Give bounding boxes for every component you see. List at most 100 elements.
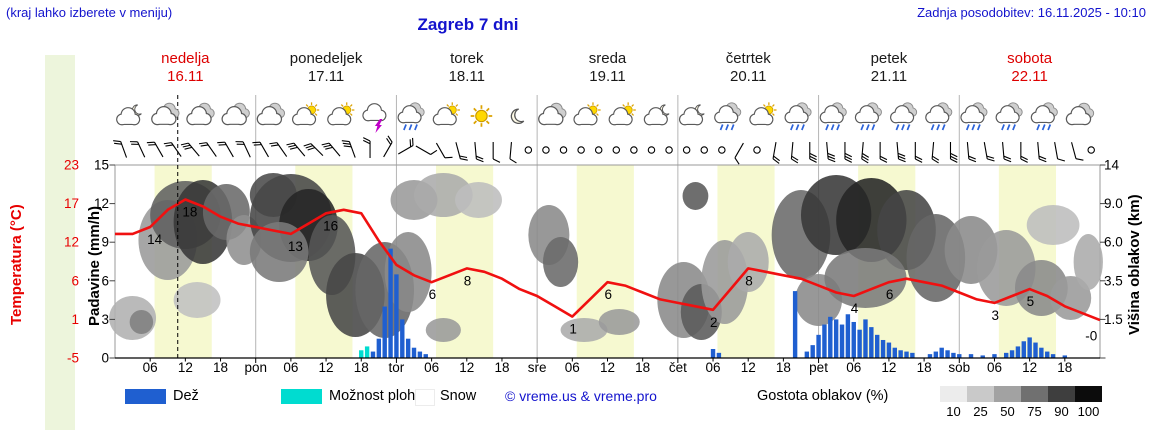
density-tick: 100: [1077, 404, 1100, 419]
sun-cloud-icon: [291, 102, 320, 126]
cloud-height-tick: 9.0: [1104, 196, 1123, 211]
density-swatch: [994, 386, 1021, 402]
rain-bar: [382, 306, 387, 358]
temperature-annotation: 6: [886, 287, 894, 302]
rain-bar: [875, 334, 880, 358]
day-header-date: 17.11: [307, 68, 345, 85]
day-header-date: 19.11: [589, 68, 626, 85]
wind-barb-icon: [734, 142, 744, 165]
wind-barb-icon: [1071, 142, 1084, 161]
icons-layer: [116, 102, 1095, 133]
wind-barb-icon: [809, 142, 817, 163]
cloud-height-tick: 14: [1104, 158, 1120, 173]
temperature-annotation: 5: [1027, 294, 1035, 309]
day-header-name: torek: [450, 50, 484, 67]
rain-bar: [710, 348, 716, 358]
time-tick: 18: [776, 360, 791, 375]
calm-wind-icon: [577, 146, 585, 154]
wind-barb-icon: [235, 141, 251, 158]
time-tick: 06: [283, 360, 298, 375]
cloud-blob: [824, 248, 907, 308]
sun-cloud-icon: [608, 102, 636, 126]
rain-bar: [880, 339, 886, 358]
rain-bar: [394, 274, 399, 358]
temp-tick: 6: [71, 273, 79, 288]
wind-barb-icon: [217, 141, 234, 158]
day-boundary-tick: pon: [244, 360, 267, 375]
rain-bar: [892, 347, 897, 358]
day-header-name: sreda: [588, 50, 627, 67]
wind-barb-icon: [180, 142, 200, 157]
density-swatch: [967, 386, 994, 402]
wind-barb-icon: [398, 137, 414, 155]
day-header-date: 20.11: [729, 68, 767, 85]
rain-bar: [833, 319, 839, 358]
cloud-blob: [598, 309, 640, 335]
temperature-annotation: 6: [429, 287, 437, 302]
day-header-date: 22.11: [1011, 68, 1048, 85]
rain-bar: [792, 291, 798, 358]
rain-bar: [839, 324, 845, 358]
cloud-blob: [425, 318, 461, 342]
cloud-blob: [173, 282, 221, 318]
day-header-date: 16.11: [167, 68, 204, 85]
temperature-annotation: 16: [323, 218, 338, 233]
rain-bar: [1062, 355, 1068, 358]
cloud-blob: [560, 318, 608, 342]
temperature-annotation: 4: [851, 301, 859, 316]
cloud-blob: [1073, 234, 1103, 290]
wind-barb-icon: [341, 140, 356, 158]
time-tick: 12: [1022, 360, 1037, 375]
temperature-annotation: 8: [745, 273, 753, 288]
day-boundary-tick: sre: [528, 360, 547, 375]
rain-bar: [933, 351, 939, 358]
last-update-text: Zadnja posodobitev: 16.11.2025 - 10:10: [917, 5, 1146, 20]
density-tick: 75: [1027, 404, 1042, 419]
wind-barb-icon: [252, 141, 269, 158]
cloud-icon: [221, 102, 250, 126]
time-tick: 12: [881, 360, 896, 375]
time-tick: 06: [987, 360, 1002, 375]
day-boundary-tick: pet: [809, 360, 828, 375]
rain-bar: [370, 351, 376, 358]
rain-bar: [863, 319, 868, 358]
day-header-date: 18.11: [448, 68, 485, 85]
rain-bar: [851, 321, 856, 358]
temperature-annotation: 2: [710, 315, 718, 330]
moon-cloud-icon: [678, 104, 705, 126]
calm-wind-icon: [559, 146, 568, 154]
wind-barb-icon: [931, 141, 940, 164]
time-tick: 06: [846, 360, 861, 375]
temperature-annotation: 6: [605, 287, 613, 302]
rain-bar: [939, 347, 944, 358]
rain-bar: [1015, 346, 1021, 358]
snow-legend-label: Snow: [440, 388, 477, 404]
time-tick: 12: [600, 360, 615, 375]
density-swatch: [1075, 386, 1102, 402]
rain-bar: [945, 350, 950, 358]
copyright-link[interactable]: © vreme.us & vreme.pro: [505, 388, 657, 404]
temp-tick: 12: [64, 235, 79, 250]
clouds-layer: [109, 173, 1103, 342]
rain-bar: [400, 319, 405, 358]
cloud-icon: [1065, 102, 1095, 126]
rain-bar: [968, 354, 974, 358]
rain-bar: [980, 355, 985, 358]
wind-barb-icon: [790, 141, 799, 164]
rain-bar: [376, 338, 382, 358]
rain-bar: [822, 324, 827, 358]
temperature-annotation: 1: [569, 322, 577, 337]
temperature-annotation: 8: [464, 273, 472, 288]
wind-barb-icon: [826, 141, 836, 163]
precip-tick: 0: [101, 351, 109, 366]
cloud-height-tick: 6.0: [1104, 235, 1123, 250]
cloud-blob: [455, 182, 502, 218]
temperature-annotation: -0: [1085, 329, 1097, 344]
rain-icon: [714, 102, 742, 131]
day-boundary-tick: sob: [948, 360, 970, 375]
cloud-icon: [151, 102, 180, 126]
density-tick: 50: [1000, 404, 1015, 419]
rain-bar: [417, 351, 423, 358]
wind-barb-icon: [198, 142, 217, 157]
